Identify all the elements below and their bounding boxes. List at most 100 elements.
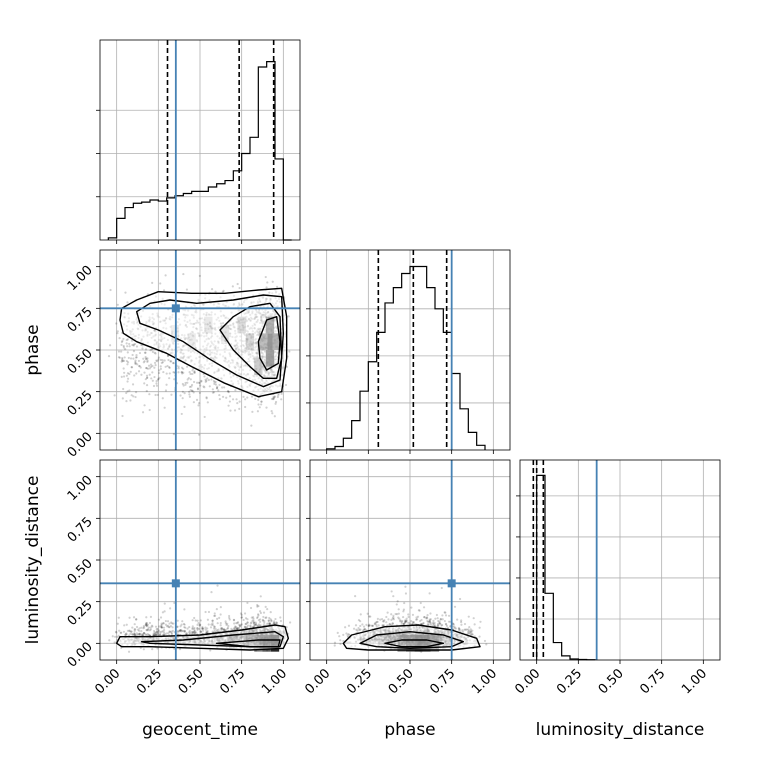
scatter-point [359,628,362,631]
scatter-point [116,332,119,335]
scatter-point [153,361,157,364]
scatter-point [176,629,180,632]
scatter-point [132,395,135,398]
scatter-point [162,626,166,629]
scatter-point [178,630,181,633]
scatter-point [407,621,410,624]
scatter-point [267,619,270,622]
scatter-point [186,627,189,630]
scatter-point [238,623,241,626]
scatter-point [199,630,202,633]
scatter-point [157,630,160,633]
scatter-point [131,633,134,636]
scatter-point [263,619,266,623]
scatter-point [211,622,214,625]
scatter-point [270,620,273,623]
scatter-point [163,359,166,362]
scatter-point [431,621,435,624]
scatter-point [232,619,236,622]
scatter-point [170,393,173,396]
scatter-point [168,366,171,369]
scatter-point [238,286,241,290]
scatter-point [265,406,268,409]
scatter-point [398,620,402,623]
scatter-point [257,604,260,608]
scatter-point [203,375,206,378]
scatter-point [128,345,131,348]
scatter-point [268,616,271,620]
scatter-point [182,367,185,370]
scatter-point [177,371,180,374]
scatter-point [238,400,241,403]
scatter-point [254,621,257,624]
scatter-point [253,623,256,627]
scatter-point [210,378,213,381]
scatter-point [126,301,129,304]
scatter-point [375,620,378,624]
scatter-point [268,622,272,625]
scatter-point [151,379,154,382]
scatter-point [169,607,172,610]
scatter-point [179,625,182,628]
scatter-point [179,629,182,632]
scatter-point [427,620,430,624]
scatter-point [240,616,244,619]
scatter-point [454,627,458,630]
scatter-point [155,382,158,385]
scatter-point [180,412,183,416]
scatter-point [170,360,173,363]
scatter-point [377,624,380,627]
scatter-point [122,337,125,341]
scatter-point [264,275,267,279]
scatter-point [221,290,224,293]
scatter-point [433,621,436,625]
scatter-point [464,628,467,631]
scatter-point [196,627,199,630]
scatter-point [412,622,415,625]
scatter-point [146,367,150,370]
scatter-point [447,614,451,617]
scatter-point [183,630,187,633]
scatter-point [125,391,128,395]
scatter-point [235,626,238,629]
scatter-point [184,383,187,386]
scatter-point [376,617,379,620]
scatter-point [403,621,407,624]
scatter-point [135,356,138,359]
scatter-point [256,410,259,413]
scatter-point [209,649,212,652]
scatter-point [141,411,145,414]
scatter-point [132,343,135,346]
scatter-point [169,360,172,363]
scatter-point [155,631,158,634]
scatter-point [422,622,425,625]
scatter-point [192,401,195,404]
scatter-point [173,601,176,605]
scatter-point [429,622,432,625]
scatter-point [447,620,451,623]
scatter-point [162,633,165,636]
scatter-point [169,624,173,628]
scatter-point [253,621,256,624]
scatter-point [147,364,151,367]
scatter-point [273,395,276,398]
scatter-point [201,627,204,630]
scatter-point [420,618,423,622]
scatter-point [141,633,144,636]
scatter-point [150,365,153,368]
scatter-point [192,380,196,384]
scatter-point [145,366,148,370]
scatter-point [138,629,141,632]
scatter-point [122,344,125,348]
scatter-point [120,360,123,363]
scatter-point [154,352,157,355]
scatter-point [470,631,473,634]
scatter-point [197,381,201,384]
scatter-point [197,621,200,625]
scatter-point [208,385,211,388]
scatter-point [124,348,127,351]
scatter-point [462,630,465,633]
scatter-point [164,274,167,277]
scatter-point [144,348,148,351]
scatter-point [135,625,139,629]
